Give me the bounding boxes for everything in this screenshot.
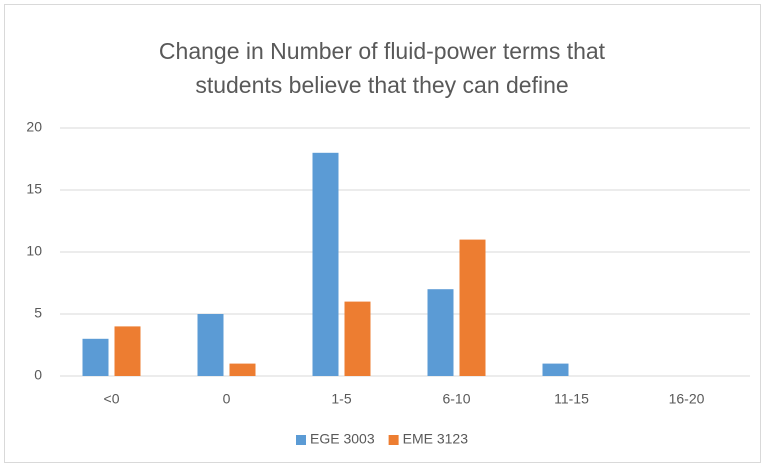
y-tick-label: 5 (34, 305, 42, 321)
bar (312, 152, 339, 376)
x-tick-label: <0 (104, 391, 120, 407)
y-tick-label: 20 (26, 119, 42, 135)
y-tick-label: 0 (34, 367, 42, 383)
bar (344, 301, 371, 376)
bar (197, 314, 224, 376)
x-tick-label: 1-5 (331, 391, 351, 407)
bar (82, 338, 109, 376)
legend-label: EGE 3003 (310, 431, 375, 447)
legend-swatch (296, 435, 306, 445)
bar (542, 363, 569, 376)
x-tick-label: 0 (223, 391, 231, 407)
y-tick-label: 10 (26, 243, 42, 259)
x-tick-label: 6-10 (442, 391, 470, 407)
bar (114, 326, 141, 376)
legend-swatch (388, 435, 399, 445)
chart-title: Change in Number of fluid-power terms th… (158, 38, 606, 98)
bar (459, 239, 486, 376)
x-tick-label: 16-20 (669, 391, 705, 407)
y-tick-label: 15 (26, 181, 42, 197)
legend-label: EME 3123 (403, 431, 469, 447)
x-tick-label: 11-15 (554, 391, 589, 407)
bar (229, 363, 256, 376)
bar (427, 289, 454, 376)
chart-border (4, 4, 761, 463)
